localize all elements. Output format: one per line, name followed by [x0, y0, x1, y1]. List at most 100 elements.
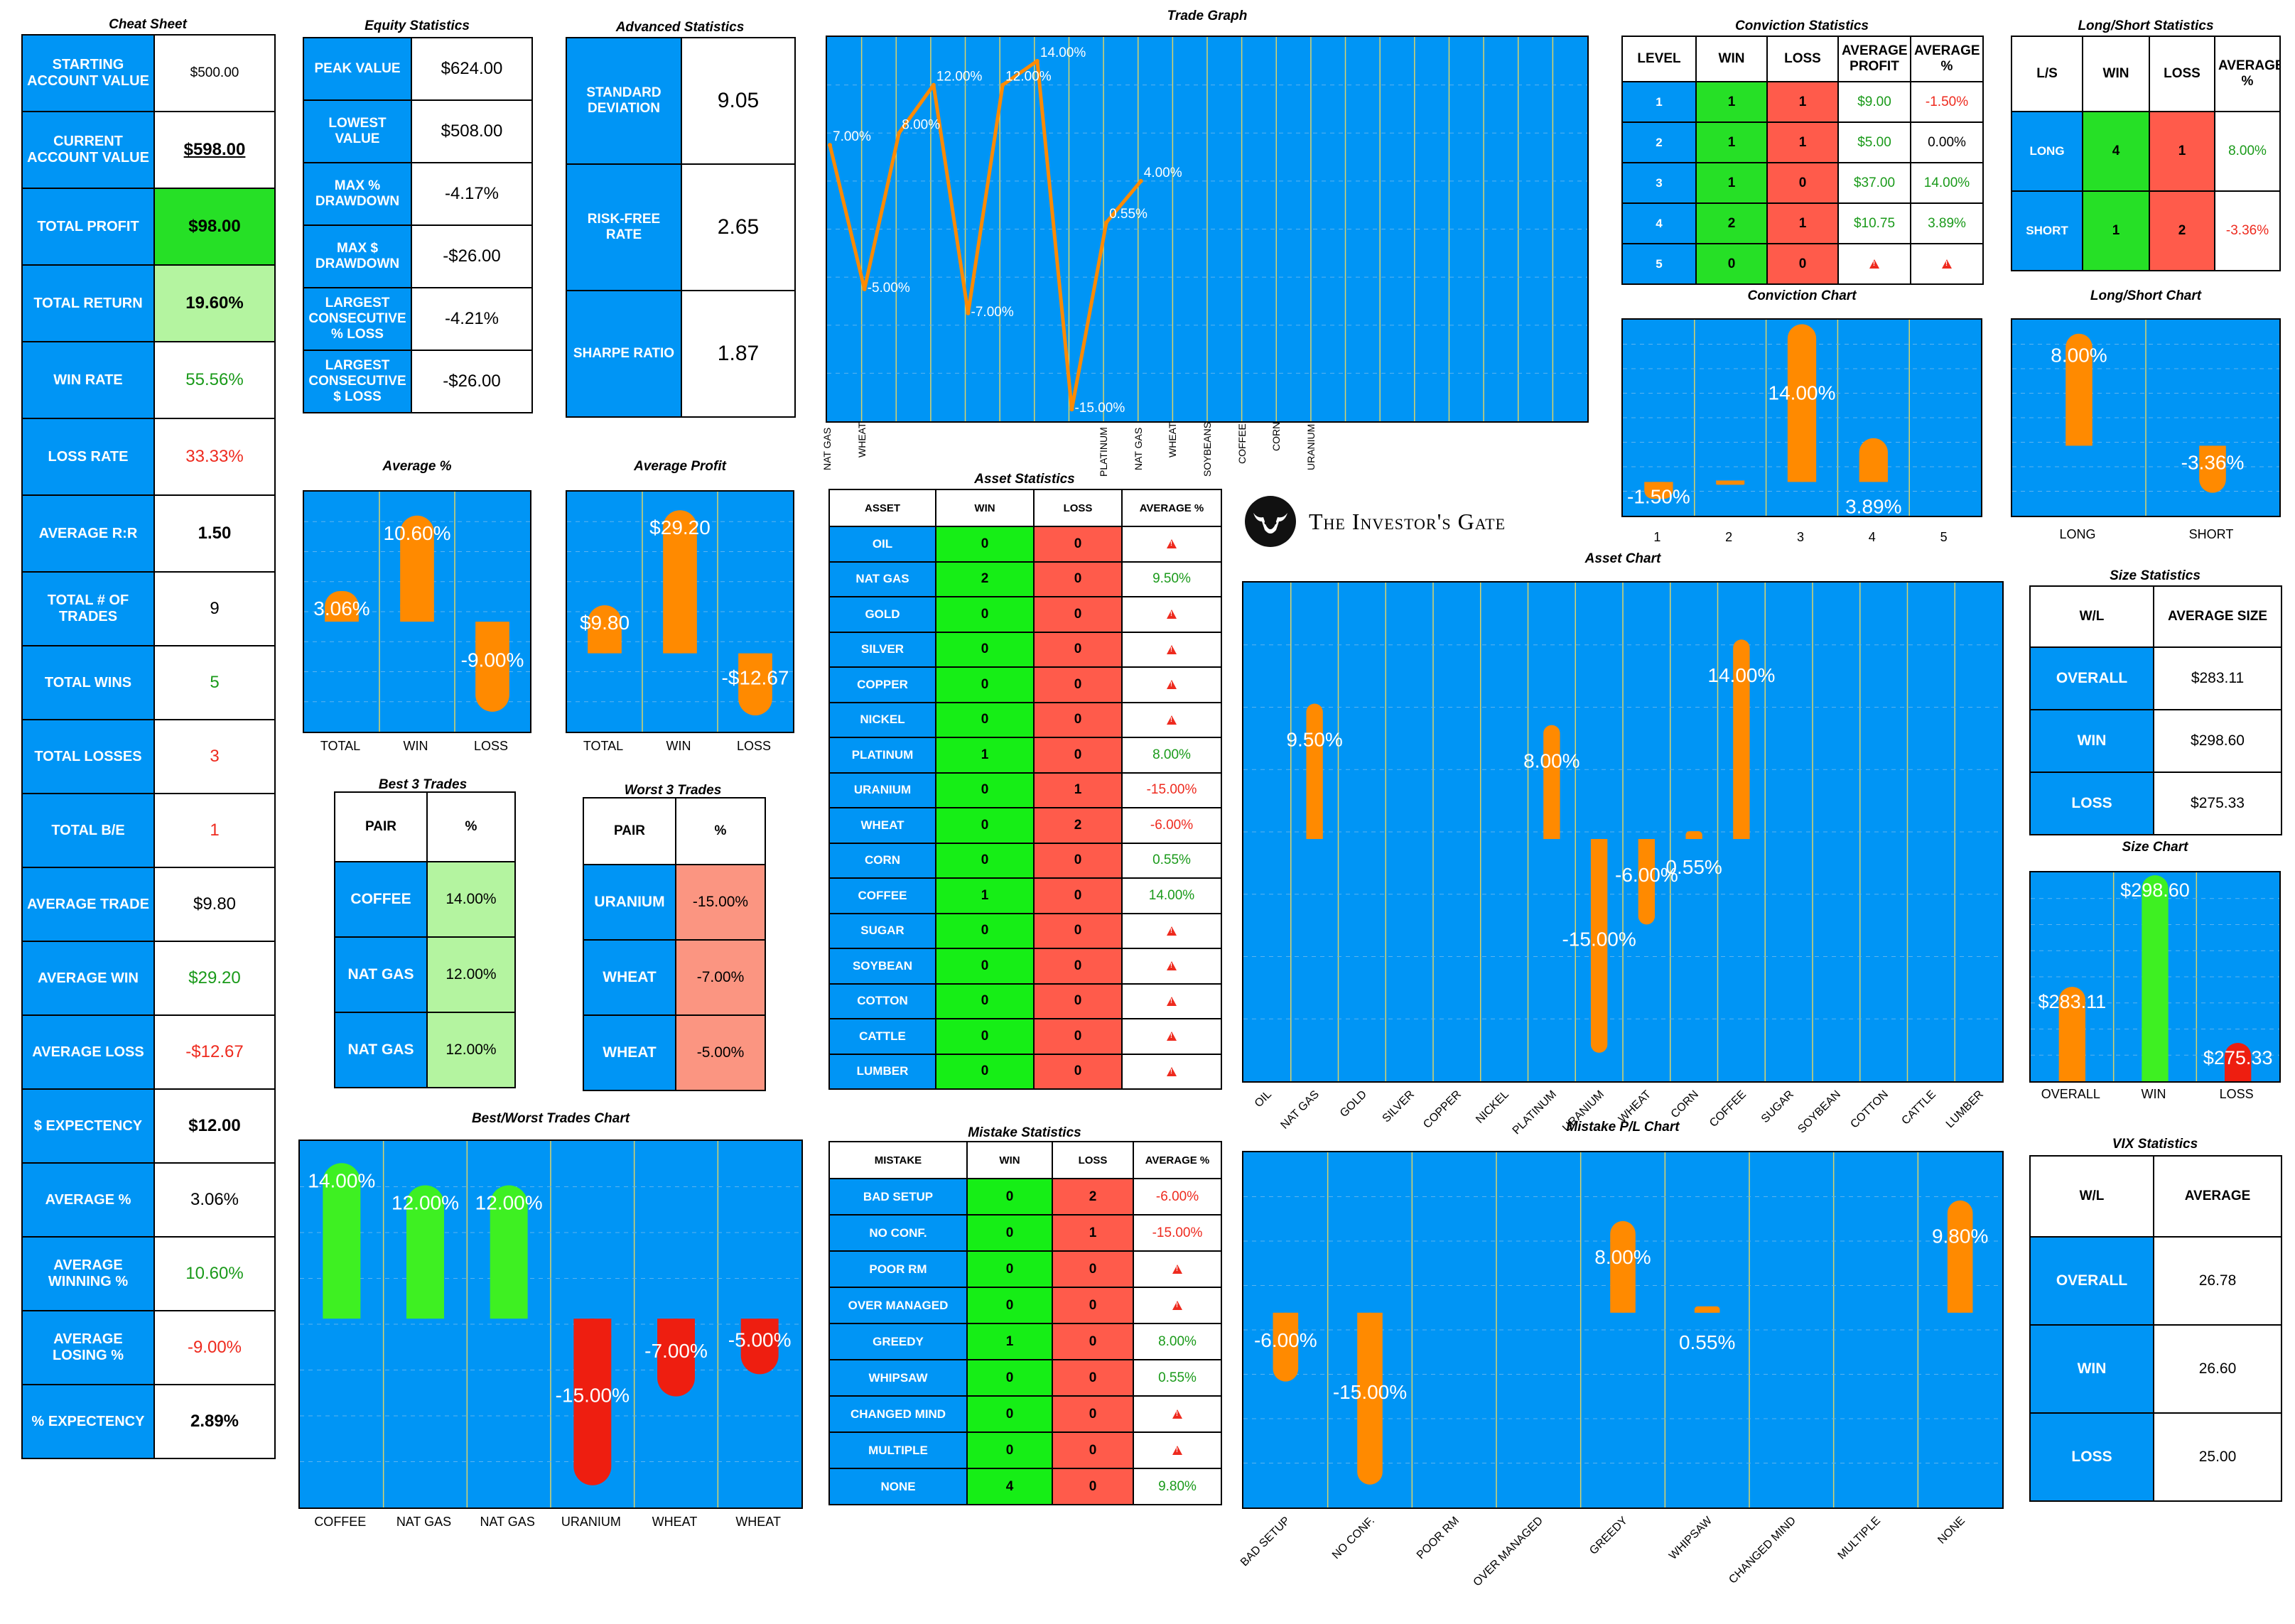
asset-stat-cell: CATTLE	[828, 1018, 936, 1055]
vix-stat-header: AVERAGE	[2153, 1155, 2282, 1238]
cheat-sheet-value: $9.80	[153, 867, 276, 942]
advanced-stat-row: STANDARD DEVIATION 9.05	[566, 37, 796, 165]
best-trade-cell: 12.00%	[426, 936, 516, 1013]
vix-stat-header: W/L	[2029, 1155, 2154, 1238]
axis-tick-label: WIN	[403, 739, 428, 753]
axis-tick-label: OVERALL	[2041, 1087, 2100, 1101]
cheat-sheet-row: $ EXPECTENCY $12.00	[21, 1088, 276, 1164]
cheat-sheet-value: -9.00%	[153, 1310, 276, 1385]
bar-base	[740, 1319, 779, 1338]
cheat-sheet-label: CURRENT ACCOUNT VALUE	[21, 111, 155, 189]
cheat-sheet-label: TOTAL RETURN	[21, 264, 155, 342]
data-label: $298.60	[2120, 879, 2190, 901]
asset-stat-cell	[1121, 596, 1222, 633]
advanced-statistics-table: STANDARD DEVIATION 9.05 RISK-FREE RATE 2.65…	[566, 37, 796, 418]
data-label: 7.00%	[833, 129, 871, 144]
best-trade-row: NAT GAS 12.00%	[334, 1012, 516, 1088]
data-label: -15.00%	[1333, 1381, 1407, 1403]
asset-stat-cell	[1121, 666, 1222, 703]
conviction-stat-row: 1 1 1 $9.00 -1.50%	[1621, 81, 1984, 123]
cheat-sheet-value: 10.60%	[153, 1236, 276, 1311]
cheat-sheet-label: TOTAL WINS	[21, 645, 155, 720]
long-short-chart-title: Long/Short Chart	[2090, 288, 2202, 303]
size-statistics-title: Size Statistics	[2110, 568, 2200, 583]
mistake-stat-cell: OVER MANAGED	[828, 1287, 968, 1324]
advanced-statistics-title: Advanced Statistics	[615, 20, 745, 35]
cheat-sheet-value: $98.00	[153, 188, 276, 266]
cheat-sheet-row: AVERAGE % 3.06%	[21, 1162, 276, 1238]
warning-icon	[1167, 644, 1177, 654]
cheat-sheet-label: AVERAGE R:R	[21, 494, 155, 573]
bar	[406, 1185, 444, 1319]
data-label: 14.00%	[1040, 45, 1086, 60]
conviction-stat-cell	[1837, 243, 1911, 285]
axis-tick-label: SHORT	[2188, 527, 2234, 541]
cheat-sheet-label: AVERAGE %	[21, 1162, 155, 1238]
axis-tick-label: PLATINUM	[1098, 427, 1110, 477]
axis-tick-label: 5	[1940, 530, 1948, 544]
bar-base	[588, 636, 622, 654]
size_chart-svg: $283.11 $298.60 $275.33	[2031, 872, 2279, 1081]
asset-stat-cell: COPPER	[828, 666, 936, 703]
cheat-sheet-value: $29.20	[153, 941, 276, 1016]
logo-text: The Investor's Gate	[1309, 509, 1506, 534]
long-short-stat-cell: 4	[2082, 111, 2150, 192]
bar	[1273, 1312, 1299, 1382]
data-label: -5.00%	[728, 1328, 792, 1350]
mistake-stat-cell: 0	[1052, 1250, 1134, 1288]
equity-stat-label: LARGEST CONSECUTIVE $ LOSS	[303, 350, 412, 413]
mistake-stat-header: LOSS	[1052, 1141, 1134, 1179]
worst-trade-cell: -5.00%	[675, 1014, 766, 1091]
data-label: 14.00%	[308, 1169, 375, 1191]
size-stat-header: W/L	[2029, 585, 2154, 648]
data-label: -6.00%	[1254, 1329, 1317, 1351]
bar-base	[2142, 1068, 2169, 1081]
bar-base	[1306, 830, 1323, 840]
average-pct-chart: 3.06% 10.60% -9.00%	[303, 490, 531, 733]
vix-stat-cell: 26.78	[2153, 1236, 2282, 1326]
long-short-statistics-title: Long/Short Statistics	[2078, 18, 2214, 33]
conviction-stat-cell: $9.00	[1837, 81, 1911, 123]
cheat-sheet-label: AVERAGE TRADE	[21, 867, 155, 942]
long-short-stat-cell: 2	[2149, 190, 2215, 271]
axis-tick-label: COFFEE	[1236, 423, 1248, 464]
long_short_chart-svg: 8.00% -3.36%	[2012, 320, 2279, 516]
cheat-sheet-row: AVERAGE LOSING % -9.00%	[21, 1310, 276, 1385]
cheat-sheet-row: AVERAGE WIN $29.20	[21, 941, 276, 1016]
axis-tick-label: WHEAT	[652, 1515, 698, 1529]
asset-stat-cell: GOLD	[828, 596, 936, 633]
asset-stat-header: WIN	[935, 489, 1035, 527]
warning-icon	[1167, 610, 1177, 619]
asset-stat-row: SILVER 0 0	[828, 631, 1222, 668]
asset-stat-cell: 0	[1033, 912, 1123, 949]
long-short-stat-row: LONG 4 1 8.00%	[2011, 111, 2281, 192]
cheat-sheet-row: TOTAL B/E 1	[21, 793, 276, 868]
conviction-stat-cell: $5.00	[1837, 121, 1911, 163]
asset-stat-cell: OIL	[828, 526, 936, 563]
asset-stat-row: COPPER 0 0	[828, 666, 1222, 703]
bar	[1716, 482, 1745, 485]
asset-stat-cell	[1121, 701, 1222, 738]
best-trades-table: PAIR% COFFEE 14.00% NAT GAS 12.00% NAT GAS 12.…	[334, 791, 516, 1088]
asset-stat-cell: SILVER	[828, 631, 936, 668]
data-label: 14.00%	[1768, 381, 1836, 404]
mistake-stat-cell: 0	[966, 1178, 1053, 1216]
equity-stat-value: -$26.00	[411, 224, 533, 288]
data-label: 10.60%	[384, 522, 451, 544]
vix-stat-cell: LOSS	[2029, 1412, 2154, 1502]
mistake-stat-row: POOR RM 0 0	[828, 1250, 1222, 1288]
conviction-stat-header: AVERAGE %	[1910, 36, 1984, 82]
asset-stat-cell: 0	[935, 807, 1035, 844]
cheat-sheet-label: LOSS RATE	[21, 418, 155, 496]
asset-stat-cell: 0	[935, 1018, 1035, 1055]
size-chart: $283.11 $298.60 $275.33	[2029, 871, 2281, 1083]
axis-tick-label: WIN	[666, 739, 691, 753]
conviction-stat-cell: 5	[1621, 243, 1697, 285]
long-short-stat-header: WIN	[2082, 36, 2150, 112]
bull-logo-icon	[1245, 496, 1296, 547]
data-point	[1104, 220, 1109, 225]
best-worst-chart-title: Best/Worst Trades Chart	[471, 1111, 630, 1126]
data-label: $283.11	[2038, 991, 2107, 1012]
cheat-sheet-row: TOTAL PROFIT $98.00	[21, 188, 276, 266]
